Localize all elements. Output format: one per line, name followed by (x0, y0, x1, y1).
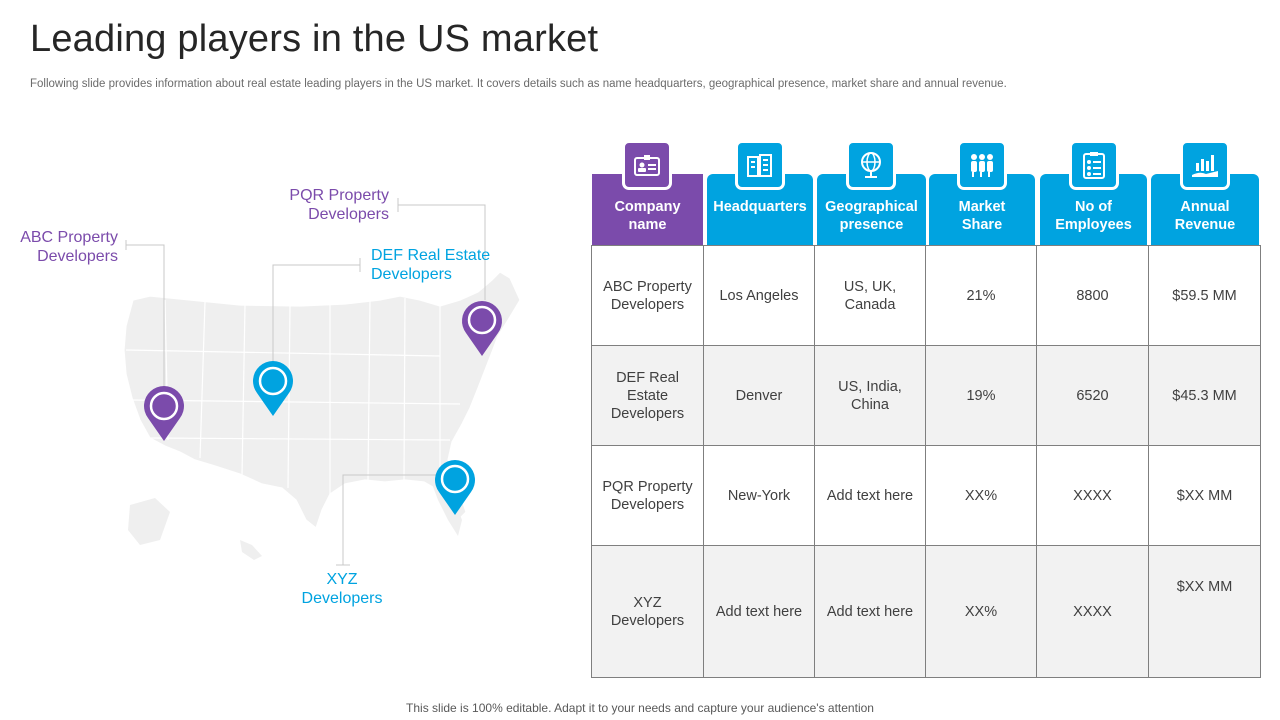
pin-abc-icon (143, 385, 184, 441)
headquarters-cell: Add text here (703, 545, 815, 678)
geographical-presence-cell: US, India, China (814, 345, 926, 446)
employees-cell: 8800 (1036, 245, 1149, 346)
globe-icon (846, 140, 896, 190)
headquarters-cell: Los Angeles (703, 245, 815, 346)
annual-revenue-cell: $45.3 MM (1148, 345, 1261, 446)
annual-revenue-cell: $XX MM (1148, 445, 1261, 546)
label-def: DEF Real Estate Developers (371, 247, 491, 283)
id-card-icon (622, 140, 672, 190)
header-headquarters: Headquarters (707, 174, 813, 245)
employees-cell: 6520 (1036, 345, 1149, 446)
employee-list-icon (1069, 140, 1119, 190)
headquarters-cell: New-York (703, 445, 815, 546)
employees-cell: XXXX (1036, 445, 1149, 546)
buildings-icon (735, 140, 785, 190)
market-share-cell: 21% (925, 245, 1037, 346)
headquarters-cell: Denver (703, 345, 815, 446)
revenue-chart-icon (1180, 140, 1230, 190)
geographical-presence-cell: Add text here (814, 445, 926, 546)
geographical-presence-cell: Add text here (814, 545, 926, 678)
pin-pqr-icon (461, 301, 502, 356)
annual-revenue-cell: $XX MM (1148, 545, 1261, 678)
table-row: DEF Real Estate Developers Denver US, Indi… (591, 345, 1261, 446)
players-table: ABC Property Developers Los Angeles US, U… (591, 245, 1261, 678)
label-pqr: PQR Property Developers (289, 187, 389, 223)
us-map (123, 198, 521, 566)
market-share-cell: 19% (925, 345, 1037, 446)
slide-subtitle: Following slide provides information abo… (30, 78, 1007, 90)
pin-def-icon (253, 361, 293, 416)
table-row: XYZ Developers Add text here Add text her… (591, 545, 1261, 678)
annual-revenue-cell: $59.5 MM (1148, 245, 1261, 346)
state-borders (125, 297, 461, 494)
header-company-name: Company name (592, 174, 703, 245)
company-name-cell: XYZ Developers (591, 545, 704, 678)
market-share-cell: XX% (925, 445, 1037, 546)
geographical-presence-cell: US, UK, Canada (814, 245, 926, 346)
table-row: PQR Property Developers New-York Add text… (591, 445, 1261, 546)
label-xyz: XYZ Developers (301, 571, 383, 607)
employees-cell: XXXX (1036, 545, 1149, 678)
label-abc: ABC Property Developers (20, 229, 118, 265)
company-name-cell: ABC Property Developers (591, 245, 704, 346)
slide-title: Leading players in the US market (30, 18, 599, 60)
table-row: ABC Property Developers Los Angeles US, U… (591, 245, 1261, 346)
slide-footer: This slide is 100% editable. Adapt it to… (406, 701, 874, 715)
company-name-cell: PQR Property Developers (591, 445, 704, 546)
people-group-icon (957, 140, 1007, 190)
market-share-cell: XX% (925, 545, 1037, 678)
company-name-cell: DEF Real Estate Developers (591, 345, 704, 446)
pin-xyz-icon (435, 459, 475, 515)
